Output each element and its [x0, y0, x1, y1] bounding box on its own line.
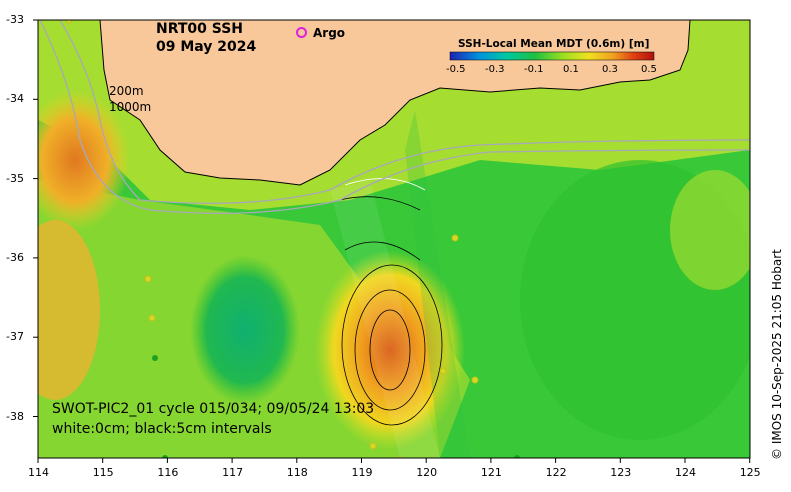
argo-legend: Argo	[296, 26, 345, 40]
isobaths	[39, 20, 750, 214]
swot-line-1: SWOT-PIC2_01 cycle 015/034; 09/05/24 13:…	[52, 401, 375, 417]
x-tick-label: 117	[222, 466, 244, 479]
swot-line-2: white:0cm; black:5cm intervals	[52, 421, 272, 437]
credit-text: © IMOS 10-Sep-2025 21:05 Hobart	[770, 249, 784, 460]
argo-floats	[65, 20, 479, 458]
x-tick-marks	[37, 458, 751, 463]
x-tick-label: 114	[28, 466, 49, 479]
colorbar-tick-label: 0.1	[563, 64, 579, 75]
swot-swath-east	[405, 110, 470, 458]
y-tick-label: -33	[6, 13, 24, 26]
x-tick-label: 115	[92, 466, 114, 479]
warm-eddy	[315, 250, 465, 450]
x-tick-label: 122	[545, 466, 567, 479]
southwest-warm-patch	[38, 220, 100, 400]
swot-annotation: SWOT-PIC2_01 cycle 015/034; 09/05/24 13:…	[52, 399, 374, 439]
y-tick-label: -34	[6, 92, 24, 106]
x-tick-label: 125	[739, 466, 761, 479]
product-name: NRT00 SSH	[156, 21, 244, 37]
x-tick-label: 118	[286, 466, 308, 479]
x-tick-label: 120	[416, 466, 438, 479]
y-tick-label: -38	[6, 409, 24, 423]
east-yellow-patch	[670, 170, 750, 290]
argo-label: Argo	[313, 26, 346, 40]
x-tick-label: 119	[351, 466, 373, 479]
plot-area	[38, 20, 750, 458]
colorbar-tick-label: -0.3	[485, 64, 505, 75]
land-mass	[99, 20, 691, 186]
map-title: NRT00 SSH 09 May 2024	[156, 20, 256, 56]
colorbar-tick-label: -0.1	[524, 64, 544, 75]
cold-eddy	[190, 255, 300, 405]
colorbar-tick-label: 0.5	[641, 64, 657, 75]
y-tick-marks	[33, 19, 38, 417]
colorbar-tick-label: 0.3	[602, 64, 618, 75]
y-tick-label: -36	[6, 250, 24, 264]
contours	[339, 196, 443, 426]
y-tick-label: -35	[6, 171, 24, 185]
colorbar	[449, 51, 655, 61]
map-date: 09 May 2024	[156, 39, 257, 55]
argo-marker-icon	[296, 27, 307, 38]
x-tick-label: 116	[157, 466, 179, 479]
west-warm-patch	[38, 90, 130, 230]
x-tick-label: 121	[480, 466, 502, 479]
y-tick-label: -37	[6, 330, 24, 344]
swot-swath	[330, 180, 440, 458]
map-frame	[37, 19, 751, 459]
argo-floats-green	[152, 355, 520, 458]
isobath-label-200: 200m	[109, 84, 144, 98]
colorbar-title: SSH-Local Mean MDT (0.6m) [m]	[458, 38, 650, 50]
zero-contours	[344, 178, 426, 191]
colorbar-tick-label: -0.5	[446, 64, 466, 75]
x-tick-label: 123	[610, 466, 632, 479]
isobath-label-1000: 1000m	[109, 100, 152, 114]
x-tick-label: 124	[675, 466, 696, 479]
